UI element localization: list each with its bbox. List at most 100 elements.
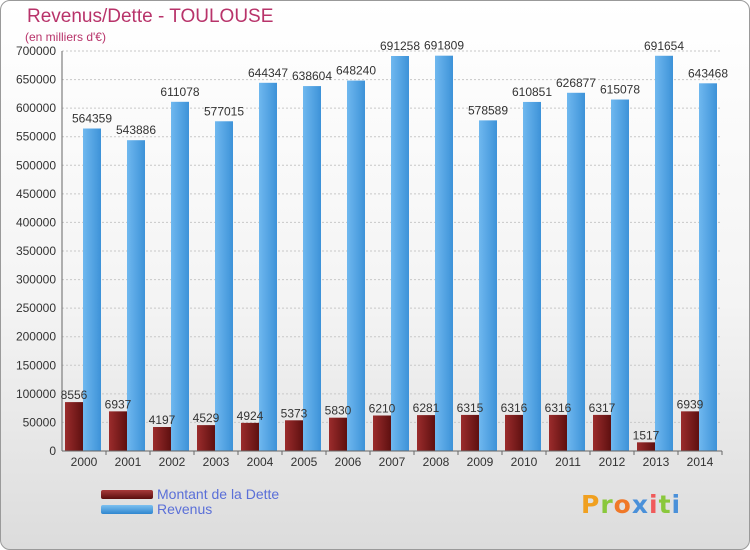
bar-revenue-2003 (215, 121, 233, 451)
data-label-debt-2006: 5830 (325, 404, 352, 418)
logo-letter: o (613, 490, 632, 519)
data-label-debt-2001: 6937 (105, 397, 132, 411)
y-tick-label: 0 (49, 444, 56, 458)
data-label-revenue-2009: 578589 (468, 103, 508, 117)
bar-debt-2014 (681, 411, 699, 451)
bar-debt-2001 (109, 411, 127, 451)
bar-revenue-2000 (83, 128, 101, 451)
y-tick-label: 600000 (16, 101, 56, 115)
data-label-revenue-2012: 615078 (600, 83, 640, 97)
x-tick-label-2004: 2004 (247, 455, 274, 469)
y-tick-label: 700000 (16, 44, 56, 58)
x-tick-label-2010: 2010 (511, 455, 538, 469)
bar-revenue-2004 (259, 82, 277, 452)
data-label-revenue-2011: 626877 (556, 76, 596, 90)
x-tick-label-2011: 2011 (555, 455, 581, 469)
data-label-revenue-2004: 644347 (248, 66, 288, 80)
logo-letter: t (658, 490, 672, 519)
data-label-debt-2002: 4197 (149, 413, 176, 427)
data-label-debt-2009: 6315 (457, 401, 484, 415)
bar-revenue-2007 (391, 55, 409, 452)
data-label-revenue-2007: 691258 (380, 39, 420, 53)
bar-revenue-2013 (655, 55, 673, 452)
x-tick-label-2012: 2012 (599, 455, 626, 469)
x-tick-label-2005: 2005 (291, 455, 318, 469)
y-tick-label: 50000 (23, 415, 57, 429)
bar-debt-2004 (241, 422, 259, 451)
bar-debt-2011 (549, 414, 567, 451)
y-tick-label: 550000 (16, 130, 56, 144)
y-tick-label: 200000 (16, 330, 56, 344)
x-tick-label-2002: 2002 (159, 455, 186, 469)
legend-label-revenue: Revenus (157, 501, 213, 517)
bar-debt-2009 (461, 414, 479, 451)
x-tick-label-2007: 2007 (379, 455, 406, 469)
data-labels: 8556 564359 6937 543886 4197 611078 4529 577015… (61, 39, 729, 443)
data-label-revenue-2005: 638604 (292, 69, 332, 83)
x-tick-label-2014: 2014 (687, 455, 714, 469)
y-tick-label: 300000 (16, 273, 56, 287)
legend-label-debt: Montant de la Dette (157, 486, 280, 502)
data-label-debt-2013: 1517 (633, 428, 660, 442)
chart-subtitle: (en milliers d'€) (25, 30, 106, 44)
x-tick-label-2008: 2008 (423, 455, 450, 469)
data-label-debt-2014: 6939 (677, 397, 704, 411)
bar-debt-2012 (593, 414, 611, 451)
bar-debt-2007 (373, 415, 391, 451)
logo-letter: P (581, 490, 601, 519)
bar-debt-2005 (285, 420, 303, 451)
data-label-debt-2007: 6210 (369, 402, 396, 416)
data-label-revenue-2014: 643468 (688, 66, 728, 80)
bar-debt-2003 (197, 425, 215, 451)
data-label-debt-2003: 4529 (193, 411, 220, 425)
x-tick-label-2006: 2006 (335, 455, 362, 469)
data-label-debt-2005: 5373 (281, 406, 308, 420)
y-tick-label: 450000 (16, 187, 56, 201)
logo-letter: x (631, 490, 649, 519)
y-tick-label: 250000 (16, 301, 56, 315)
data-label-revenue-2008: 691809 (424, 39, 464, 53)
x-tick-label-2003: 2003 (203, 455, 230, 469)
logo-letter: i (649, 490, 659, 519)
data-label-revenue-2010: 610851 (512, 85, 552, 99)
bar-debt-2006 (329, 417, 347, 451)
x-tick-label-2013: 2013 (643, 455, 670, 469)
logo-letter: r (600, 490, 614, 519)
legend-swatch-debt (101, 490, 153, 499)
data-label-revenue-2003: 577015 (204, 104, 244, 118)
bar-revenue-2009 (479, 120, 497, 451)
bar-debt-2002 (153, 427, 171, 451)
data-label-revenue-2013: 691654 (644, 39, 684, 53)
data-label-debt-2000: 8556 (61, 388, 88, 402)
y-tick-label: 350000 (16, 244, 56, 258)
chart-title: Revenus/Dette - TOULOUSE (27, 6, 274, 27)
bar-revenue-2005 (303, 86, 321, 451)
bar-debt-2000 (65, 402, 83, 451)
x-tick-label-2009: 2009 (467, 455, 494, 469)
y-tick-label: 400000 (16, 215, 56, 229)
bar-debt-2008 (417, 415, 435, 451)
data-label-debt-2008: 6281 (413, 401, 440, 415)
x-tick-label-2000: 2000 (71, 455, 98, 469)
data-label-debt-2010: 6316 (501, 401, 528, 415)
axes: 0 50000 100000 150000 200000 250000 300000 3500… (16, 44, 723, 469)
proxiti-logo: Proxiti (581, 490, 681, 519)
data-label-revenue-2006: 648240 (336, 64, 376, 78)
bar-revenue-2014 (699, 83, 717, 451)
data-label-revenue-2000: 564359 (72, 112, 112, 126)
legend-swatch-revenue (101, 505, 153, 514)
y-tick-label: 150000 (16, 358, 56, 372)
bar-revenue-2008 (435, 55, 453, 451)
bars (65, 55, 717, 452)
bar-revenue-2001 (127, 140, 145, 451)
data-label-revenue-2001: 543886 (116, 123, 156, 137)
bar-debt-2013 (637, 442, 655, 451)
data-label-revenue-2002: 611078 (160, 85, 199, 99)
bar-revenue-2002 (171, 101, 189, 452)
bar-revenue-2006 (347, 80, 365, 451)
logo-letter: i (671, 490, 682, 519)
data-label-debt-2011: 6316 (545, 401, 572, 415)
y-tick-label: 650000 (16, 73, 56, 87)
